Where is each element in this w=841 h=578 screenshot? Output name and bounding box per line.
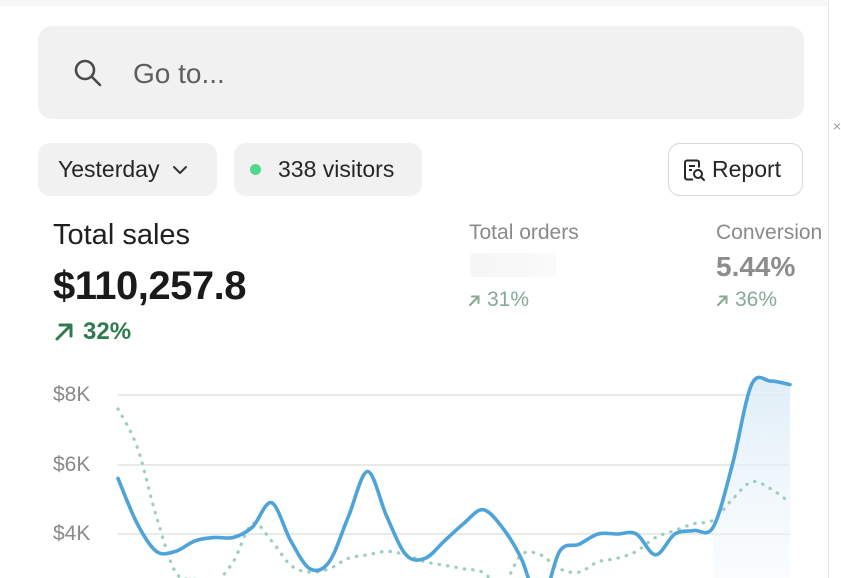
date-range-label: Yesterday — [58, 156, 160, 182]
search-bar[interactable]: Go to... — [38, 26, 804, 119]
total-sales-change: 32% — [53, 318, 131, 346]
total-orders-change-value: 31% — [487, 288, 530, 311]
search-input[interactable]: Go to... — [133, 58, 225, 89]
arrow-up-right-icon — [469, 295, 480, 306]
total-orders-value — [470, 253, 556, 277]
conversion-change: 36% — [716, 288, 777, 312]
total-sales-change-value: 32% — [83, 318, 132, 345]
side-panel-edge: × — [828, 0, 841, 578]
y-axis-tick-label: $8K — [53, 383, 91, 406]
conversion-value: 5.44% — [716, 251, 796, 282]
sales-series-line — [116, 375, 792, 578]
chevron-down-icon — [173, 165, 188, 174]
date-range-selector[interactable]: Yesterday — [38, 143, 217, 196]
close-icon[interactable]: × — [833, 118, 841, 134]
series-area-fill — [713, 377, 790, 578]
visitors-label: 338 visitors — [278, 156, 395, 182]
total-sales-value: $110,257.8 — [53, 264, 247, 308]
y-axis-tick-label: $6K — [53, 453, 91, 476]
live-status-dot — [250, 164, 261, 175]
y-axis-tick-label: $4K — [53, 522, 91, 545]
total-orders-change: 31% — [468, 288, 529, 312]
report-label: Report — [712, 156, 782, 182]
total-sales-title[interactable]: Total sales — [53, 219, 191, 251]
sales-chart[interactable] — [0, 370, 841, 578]
report-button[interactable]: Report — [668, 143, 803, 196]
report-icon — [684, 159, 705, 181]
live-visitors-badge[interactable]: 338 visitors — [234, 143, 422, 196]
search-icon — [74, 59, 102, 87]
comparison-series-line — [116, 407, 792, 578]
total-orders-title[interactable]: Total orders — [469, 221, 579, 244]
arrow-up-right-icon — [55, 323, 73, 341]
arrow-up-right-icon — [717, 295, 728, 306]
window-top-edge — [0, 0, 841, 6]
conversion-change-value: 36% — [735, 288, 778, 311]
conversion-title[interactable]: Conversion — [716, 221, 823, 244]
